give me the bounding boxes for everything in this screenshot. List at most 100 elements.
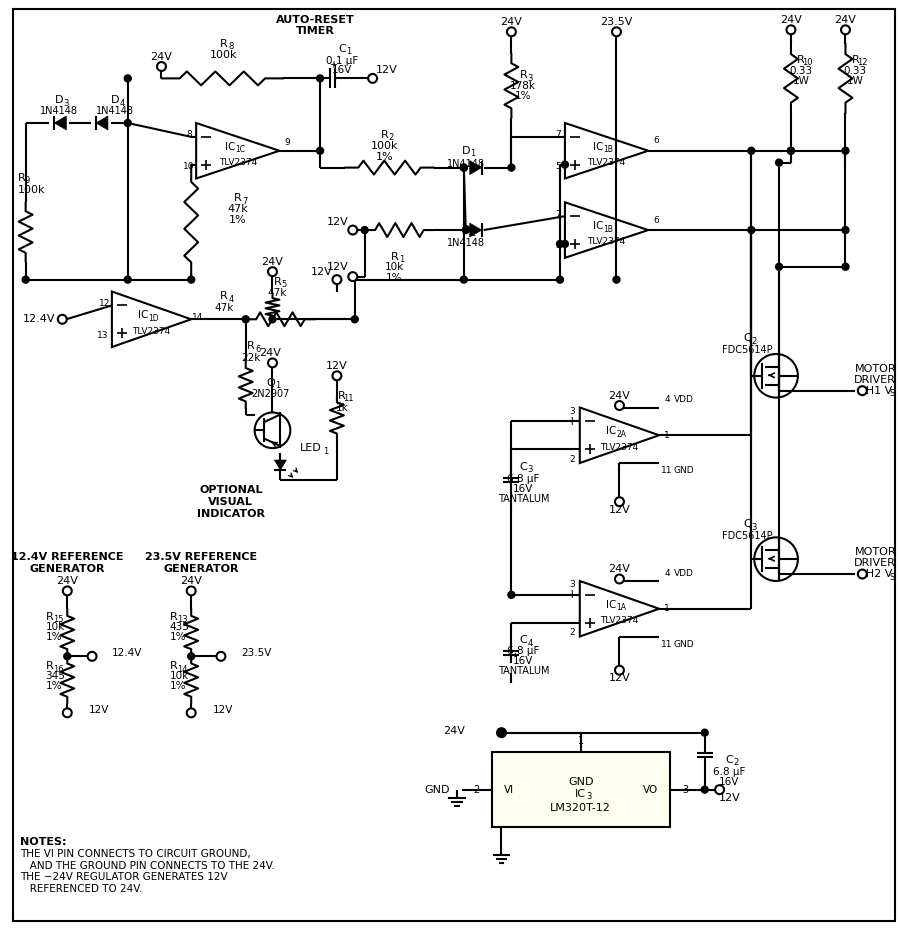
Text: Q: Q	[266, 378, 274, 388]
Circle shape	[508, 591, 515, 598]
Text: 3: 3	[569, 407, 575, 416]
Text: 4: 4	[664, 395, 670, 404]
Text: 6: 6	[255, 344, 260, 353]
Text: GND: GND	[674, 467, 695, 475]
Text: GENERATOR: GENERATOR	[164, 565, 238, 574]
Text: DRIVER: DRIVER	[854, 558, 896, 568]
Text: 24V: 24V	[180, 576, 202, 586]
Circle shape	[317, 147, 323, 154]
Text: 24V: 24V	[834, 15, 857, 25]
Text: 16V: 16V	[332, 65, 352, 75]
Text: -: -	[570, 443, 574, 456]
FancyBboxPatch shape	[491, 752, 670, 827]
Text: 12V: 12V	[327, 217, 349, 227]
Text: 4: 4	[527, 639, 533, 648]
Text: 14: 14	[177, 665, 188, 673]
Text: VDD: VDD	[674, 395, 694, 404]
Text: 1D: 1D	[148, 313, 158, 323]
Text: 5: 5	[555, 242, 561, 250]
Text: R: R	[391, 252, 399, 262]
Text: 100k: 100k	[371, 140, 399, 151]
Text: 24V: 24V	[259, 348, 282, 358]
Text: 1%: 1%	[169, 681, 186, 691]
Circle shape	[124, 120, 131, 126]
Text: 1%: 1%	[46, 631, 62, 642]
Text: 2N2907: 2N2907	[251, 389, 290, 399]
Text: 13: 13	[177, 615, 188, 624]
Text: 1B: 1B	[604, 224, 614, 233]
Circle shape	[460, 276, 467, 283]
Text: TLV2374: TLV2374	[600, 617, 639, 625]
Circle shape	[332, 275, 341, 284]
Circle shape	[748, 147, 755, 154]
Text: 11: 11	[662, 467, 673, 475]
Text: 435: 435	[169, 621, 189, 631]
Circle shape	[498, 729, 505, 737]
Text: 10: 10	[803, 58, 813, 67]
Text: 2: 2	[752, 337, 757, 346]
Text: 12V: 12V	[311, 267, 333, 277]
Text: 2: 2	[473, 785, 480, 794]
Text: S: S	[889, 573, 895, 581]
Text: R: R	[851, 55, 860, 64]
Text: 345: 345	[46, 671, 66, 681]
Text: +: +	[329, 60, 337, 71]
Text: FDC5614P: FDC5614P	[722, 531, 772, 541]
Text: R: R	[18, 172, 25, 182]
Text: IC: IC	[225, 141, 235, 152]
Text: 14: 14	[192, 312, 202, 322]
Circle shape	[22, 276, 29, 283]
Text: 7: 7	[555, 209, 561, 219]
Circle shape	[701, 729, 708, 737]
Circle shape	[268, 267, 277, 276]
Text: 12.4V REFERENCE: 12.4V REFERENCE	[11, 552, 123, 563]
Text: D: D	[462, 225, 470, 235]
Polygon shape	[470, 161, 482, 175]
Text: 1N4148: 1N4148	[40, 106, 78, 116]
Text: 1W: 1W	[847, 76, 864, 86]
Text: 7: 7	[242, 197, 248, 206]
Polygon shape	[274, 460, 286, 470]
Text: 24V: 24V	[780, 15, 802, 25]
Text: INDICATOR: INDICATOR	[197, 509, 265, 519]
Text: 47k: 47k	[214, 303, 234, 313]
Text: 1: 1	[664, 431, 670, 440]
Text: PH2 V: PH2 V	[859, 569, 892, 579]
Circle shape	[858, 386, 867, 395]
Text: 2: 2	[569, 628, 575, 637]
Text: TLV2374: TLV2374	[219, 158, 256, 167]
Circle shape	[615, 498, 624, 506]
Text: TLV2374: TLV2374	[588, 158, 626, 167]
Circle shape	[788, 147, 795, 154]
Circle shape	[186, 709, 195, 717]
Text: 0.33: 0.33	[789, 66, 813, 76]
Text: IC: IC	[139, 311, 148, 320]
Text: GND: GND	[568, 777, 593, 787]
Text: IC: IC	[607, 426, 616, 436]
Circle shape	[748, 227, 755, 233]
Text: 100k: 100k	[211, 49, 238, 60]
Text: 10k: 10k	[46, 621, 65, 631]
Text: 2: 2	[389, 133, 394, 142]
Circle shape	[776, 159, 782, 166]
Text: R: R	[381, 130, 389, 140]
Text: D: D	[55, 95, 64, 105]
Text: 10k: 10k	[169, 671, 189, 681]
Text: 1%: 1%	[46, 681, 62, 691]
Text: 1: 1	[323, 446, 328, 456]
Text: 1N4148: 1N4148	[96, 106, 134, 116]
Text: 1k: 1k	[336, 403, 348, 413]
Text: 1: 1	[664, 604, 670, 613]
Text: 12: 12	[857, 58, 868, 67]
Text: GENERATOR: GENERATOR	[30, 565, 105, 574]
Circle shape	[498, 729, 505, 737]
Circle shape	[497, 728, 506, 737]
Circle shape	[463, 227, 469, 233]
Circle shape	[460, 164, 467, 171]
Text: C: C	[519, 635, 527, 645]
Text: 3: 3	[752, 523, 757, 532]
Circle shape	[63, 587, 72, 595]
Text: VISUAL: VISUAL	[209, 497, 253, 507]
Circle shape	[858, 569, 867, 578]
Text: 22k: 22k	[241, 353, 260, 363]
